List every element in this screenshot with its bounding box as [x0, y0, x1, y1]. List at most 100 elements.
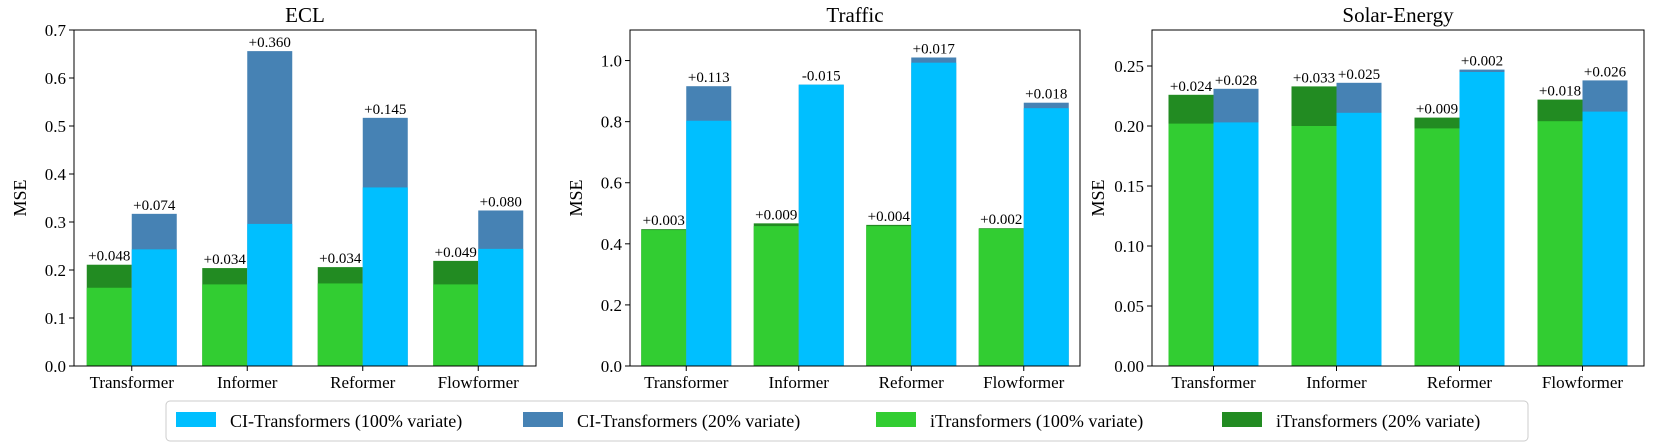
- y-tick-label: 0.1: [45, 309, 66, 328]
- y-tick-label: 0.5: [45, 117, 66, 136]
- chart-panel-1: +0.003 +0.113 Transformer +0.009 -0.015 Infor…: [566, 3, 1081, 392]
- y-tick-label: 1.0: [601, 52, 622, 71]
- bar-label-itransformers: +0.033: [1293, 70, 1335, 86]
- bar-ci-transformers-100pct: [686, 120, 732, 366]
- x-tick-label: Transformer: [90, 373, 175, 392]
- y-tick-label: 0.20: [1114, 117, 1144, 136]
- bar-label-ci-transformers: +0.002: [1461, 54, 1503, 70]
- x-tick-label: Reformer: [879, 373, 944, 392]
- legend-swatch: [876, 412, 916, 427]
- y-tick-label: 0.8: [601, 113, 622, 132]
- x-tick-label: Flowformer: [438, 373, 520, 392]
- bar-label-itransformers: +0.004: [868, 209, 911, 225]
- legend-swatch: [176, 412, 216, 427]
- bar-ci-transformers-100pct: [1336, 112, 1382, 366]
- bar-ci-transformers-100pct: [1023, 108, 1069, 367]
- y-tick-label: 0.05: [1114, 297, 1144, 316]
- bar-ci-transformers-100pct: [131, 249, 177, 366]
- y-axis-label: MSE: [10, 179, 30, 216]
- y-axis-label: MSE: [1088, 179, 1108, 216]
- bar-label-itransformers: +0.034: [319, 251, 362, 267]
- bar-label-ci-transformers: +0.026: [1584, 64, 1627, 80]
- bar-itransformers-100pct: [433, 284, 479, 366]
- y-tick-label: 0.00: [1114, 357, 1144, 376]
- bar-itransformers-100pct: [753, 226, 799, 366]
- charts: +0.048 +0.074 Transformer +0.034 +0.360 Infor…: [10, 3, 1645, 392]
- bar-itransformers-100pct: [641, 230, 687, 366]
- bar-itransformers-100pct: [1414, 128, 1460, 366]
- x-tick-label: Flowformer: [983, 373, 1065, 392]
- legend: CI-Transformers (100% variate) CI-Transfo…: [165, 400, 1529, 442]
- axes-frame: [73, 29, 537, 367]
- bar-itransformers-100pct: [1168, 123, 1214, 366]
- bar-label-ci-transformers: +0.080: [480, 194, 522, 210]
- y-tick-label: 0.25: [1114, 57, 1144, 76]
- y-tick-label: 0.2: [601, 296, 622, 315]
- bar-label-itransformers: +0.002: [980, 212, 1022, 228]
- bar-label-ci-transformers: +0.017: [913, 41, 956, 57]
- chart-panel-0: +0.048 +0.074 Transformer +0.034 +0.360 Infor…: [10, 3, 537, 392]
- bar-ci-transformers-100pct: [478, 248, 524, 366]
- bar-label-itransformers: +0.024: [1170, 79, 1213, 95]
- x-tick-label: Transformer: [1171, 373, 1256, 392]
- bar-label-itransformers: +0.003: [643, 213, 685, 229]
- y-tick-label: 0.3: [45, 213, 66, 232]
- y-tick-label: 0.0: [601, 357, 622, 376]
- legend-swatch: [523, 412, 563, 427]
- bar-ci-transformers-100pct: [1582, 111, 1628, 366]
- x-tick-label: Reformer: [330, 373, 395, 392]
- x-tick-label: Informer: [217, 373, 278, 392]
- x-tick-label: Informer: [769, 373, 830, 392]
- bar-ci-transformers-100pct: [1213, 122, 1259, 367]
- chart-panel-2: +0.024 +0.028 Transformer +0.033 +0.025 Infor…: [1088, 3, 1645, 392]
- bar-label-itransformers: +0.009: [1416, 102, 1458, 118]
- x-tick-label: Reformer: [1427, 373, 1492, 392]
- y-tick-label: 0.6: [601, 174, 622, 193]
- y-tick-label: 0.15: [1114, 177, 1144, 196]
- bar-ci-transformers-100pct: [798, 84, 844, 366]
- chart-title: ECL: [285, 3, 325, 27]
- legend-frame: [165, 400, 1529, 442]
- y-axis-label: MSE: [566, 179, 586, 216]
- bar-itransformers-100pct: [317, 283, 363, 366]
- bar-itransformers-100pct: [202, 284, 248, 366]
- bar-itransformers-100pct: [978, 228, 1024, 366]
- y-tick-label: 0.2: [45, 261, 66, 280]
- y-tick-label: 0.0: [45, 357, 66, 376]
- bar-label-ci-transformers: +0.360: [249, 35, 291, 51]
- bar-label-ci-transformers: +0.074: [133, 198, 176, 214]
- y-tick-label: 0.6: [45, 69, 66, 88]
- bar-itransformers-100pct: [866, 226, 912, 366]
- bar-label-ci-transformers: +0.113: [688, 70, 730, 86]
- bar-label-itransformers: +0.009: [755, 207, 797, 223]
- bar-label-ci-transformers: +0.025: [1338, 67, 1380, 83]
- bar-label-itransformers: +0.048: [88, 249, 130, 265]
- bar-label-itransformers: +0.049: [435, 245, 477, 261]
- y-tick-label: 0.10: [1114, 237, 1144, 256]
- legend-label: CI-Transformers (20% variate): [577, 411, 800, 432]
- axes-frame: [629, 29, 1081, 367]
- bar-ci-transformers-100pct: [911, 62, 957, 367]
- x-tick-label: Flowformer: [1542, 373, 1624, 392]
- bar-ci-transformers-100pct: [1459, 72, 1505, 366]
- chart-title: Traffic: [826, 3, 883, 27]
- bar-ci-transformers-100pct: [247, 223, 293, 366]
- bar-itransformers-100pct: [1291, 126, 1337, 366]
- legend-swatch: [1222, 412, 1262, 427]
- legend-label: iTransformers (20% variate): [1276, 411, 1480, 432]
- bar-ci-transformers-100pct: [362, 187, 408, 366]
- x-tick-label: Informer: [1306, 373, 1367, 392]
- bar-itransformers-100pct: [1537, 121, 1583, 366]
- bar-label-ci-transformers: +0.145: [364, 102, 406, 118]
- bar-label-ci-transformers: +0.018: [1025, 87, 1067, 103]
- x-tick-label: Transformer: [644, 373, 729, 392]
- bar-label-ci-transformers: -0.015: [802, 69, 841, 85]
- y-tick-label: 0.4: [601, 235, 623, 254]
- y-tick-label: 0.7: [45, 21, 67, 40]
- bar-label-ci-transformers: +0.028: [1215, 73, 1257, 89]
- bar-label-itransformers: +0.034: [204, 252, 247, 268]
- chart-title: Solar-Energy: [1342, 3, 1454, 27]
- legend-label: iTransformers (100% variate): [930, 411, 1143, 432]
- bar-label-itransformers: +0.018: [1539, 84, 1581, 100]
